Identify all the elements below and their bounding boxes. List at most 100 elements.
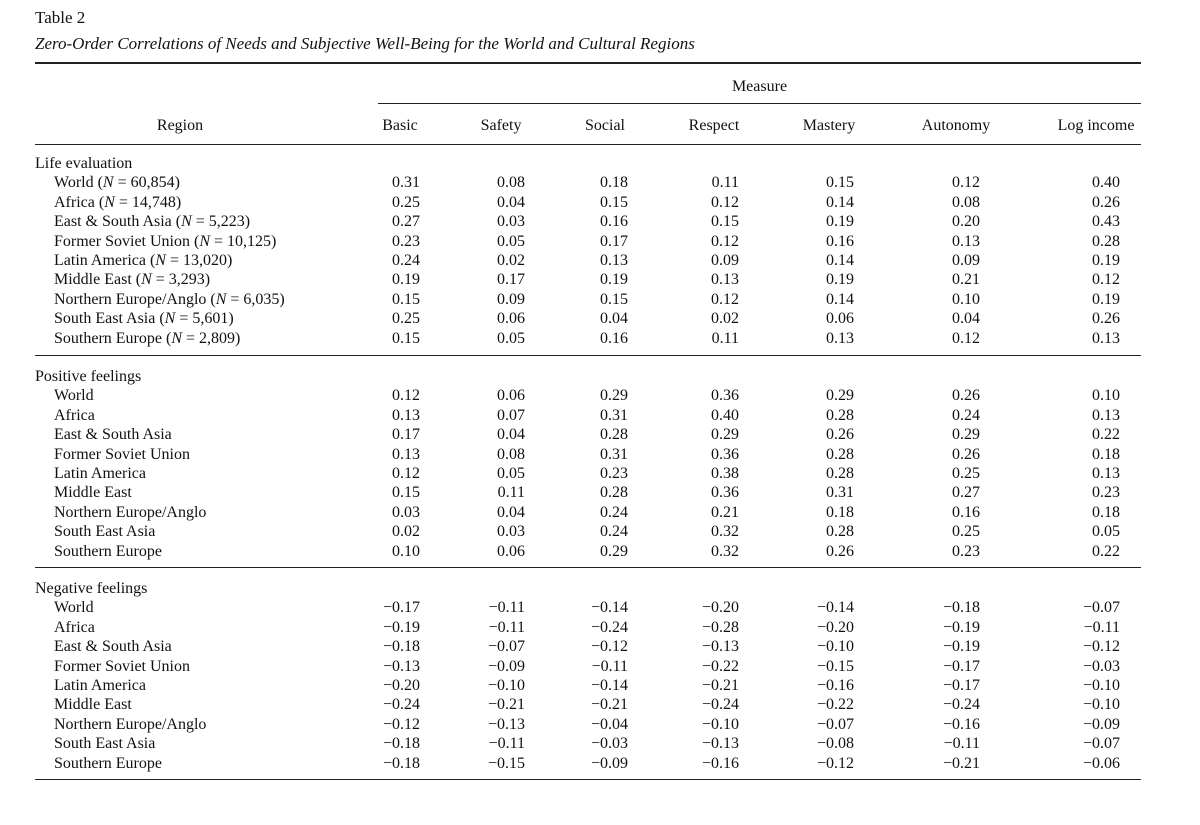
row-region-label: Middle East [54, 484, 132, 502]
table-cell: 0.02 [497, 252, 525, 269]
table-cell: 0.26 [826, 426, 854, 444]
table-cell: 0.16 [826, 232, 854, 250]
table-cell: 0.03 [497, 213, 525, 231]
row-region-label: Southern Europe (N = 2,809) [54, 329, 241, 347]
table-cell: −0.18 [382, 735, 420, 753]
table-cell: −0.07 [1082, 735, 1120, 753]
table-row: Former Soviet Union (N = 10,125) 0.23 0.05… [0, 233, 1200, 253]
table-cell: −0.19 [942, 618, 980, 636]
table-cell: −0.11 [488, 618, 525, 636]
section-title: Life evaluation [35, 155, 133, 172]
row-region-label: Former Soviet Union [54, 445, 190, 463]
table-cell: 0.14 [826, 290, 854, 308]
table-cell: 0.26 [1092, 310, 1120, 328]
measure-label: Measure [731, 78, 788, 95]
table-cell: −0.24 [382, 696, 420, 714]
column-header: Respect [688, 117, 740, 134]
table-cell: −0.19 [942, 638, 980, 656]
table-row: South East Asia −0.18 −0.11 −0.03 −0.13 −0.08… [0, 735, 1200, 755]
row-region-label: East & South Asia (N = 5,223) [54, 213, 251, 231]
table-cell: 0.07 [497, 406, 525, 424]
table-cell: −0.24 [942, 696, 980, 714]
table-cell: 0.31 [392, 174, 420, 192]
row-region-label: Northern Europe/Anglo [54, 503, 207, 521]
table-cell: 0.25 [952, 523, 980, 541]
column-header: Social [585, 117, 625, 134]
table-cell: −0.13 [701, 735, 739, 753]
table-cell: −0.22 [701, 657, 739, 675]
table-cell: −0.21 [942, 754, 980, 772]
table-cell: 0.15 [600, 290, 628, 308]
row-region-label: Southern Europe [54, 754, 162, 772]
table-cell: 0.32 [711, 523, 739, 541]
table-cell: −0.24 [590, 618, 628, 636]
row-region-label: East & South Asia [54, 426, 172, 444]
table-cell: −0.13 [701, 638, 739, 656]
row-region-label: Middle East (N = 3,293) [54, 271, 211, 289]
table-cell: 0.28 [826, 465, 854, 482]
table-cell: 0.17 [392, 426, 420, 444]
table-cell: 0.14 [826, 193, 854, 211]
table-cell: −0.06 [1082, 754, 1120, 772]
table-cell: 0.06 [826, 310, 854, 328]
table-cell: 0.09 [952, 252, 980, 269]
table-cell: 0.24 [600, 523, 628, 541]
table-cell: 0.13 [1092, 465, 1120, 482]
table-cell: −0.14 [816, 599, 854, 617]
table-cell: 0.23 [952, 542, 980, 560]
row-region-label: South East Asia [54, 523, 156, 541]
table-cell: 0.28 [826, 523, 854, 541]
section-divider [35, 567, 1141, 568]
table-row: Former Soviet Union −0.13 −0.09 −0.11 −0.22 −… [0, 658, 1200, 678]
table-cell: 0.14 [826, 252, 854, 269]
table-cell: 0.18 [1092, 445, 1120, 463]
table-cell: −0.19 [382, 618, 420, 636]
table-row: Northern Europe/Anglo −0.12 −0.13 −0.04 −0.1… [0, 716, 1200, 736]
table-cell: −0.09 [590, 754, 628, 772]
table-row: South East Asia 0.02 0.03 0.24 0.32 0.28 0.25 0… [0, 523, 1200, 543]
table-cell: −0.16 [816, 677, 854, 694]
table-cell: 0.02 [711, 310, 739, 328]
table-cell: 0.13 [952, 232, 980, 250]
table-cell: −0.28 [701, 618, 739, 636]
table-cell: 0.25 [392, 193, 420, 211]
table-cell: 0.22 [1092, 542, 1120, 560]
table-cell: −0.11 [488, 599, 525, 617]
table-cell: −0.18 [382, 638, 420, 656]
table-cell: 0.12 [952, 329, 980, 347]
table-cell: 0.09 [497, 290, 525, 308]
measure-rule [378, 103, 1141, 104]
table-cell: 0.16 [600, 213, 628, 231]
table-cell: −0.10 [701, 715, 739, 733]
table-cell: 0.15 [392, 329, 420, 347]
table-row: World 0.12 0.06 0.29 0.36 0.29 0.26 0.10 [0, 387, 1200, 407]
table-row: Latin America 0.12 0.05 0.23 0.38 0.28 0.25 0.1… [0, 465, 1200, 485]
table-cell: 0.19 [826, 271, 854, 289]
table-cell: 0.11 [497, 484, 525, 502]
table-row: Northern Europe/Anglo 0.03 0.04 0.24 0.21 0.1… [0, 504, 1200, 524]
table-cell: 0.28 [826, 406, 854, 424]
table-cell: 0.15 [392, 290, 420, 308]
header-rule [35, 144, 1141, 145]
table-cell: −0.07 [816, 715, 854, 733]
table-cell: 0.29 [952, 426, 980, 444]
table-label: Table 2 [35, 8, 86, 27]
table-cell: 0.19 [826, 213, 854, 231]
row-region-label: Southern Europe [54, 542, 162, 560]
row-region-label: World (N = 60,854) [54, 174, 180, 192]
table-cell: 0.06 [497, 387, 525, 405]
table-cell: 0.43 [1092, 213, 1120, 231]
row-region-label: Middle East [54, 696, 132, 714]
table-row: East & South Asia −0.18 −0.07 −0.12 −0.13 −0.… [0, 638, 1200, 658]
table-cell: 0.29 [600, 387, 628, 405]
section-title: Negative feelings [35, 580, 148, 597]
table-cell: −0.12 [816, 754, 854, 772]
table-cell: −0.09 [487, 657, 525, 675]
table-cell: −0.10 [1082, 677, 1120, 694]
table-cell: −0.21 [590, 696, 628, 714]
table-cell: −0.17 [942, 657, 980, 675]
table-row: East & South Asia 0.17 0.04 0.28 0.29 0.26 0.2… [0, 426, 1200, 446]
row-region-label: South East Asia [54, 735, 156, 753]
table-cell: −0.13 [382, 657, 420, 675]
table-cell: 0.26 [1092, 193, 1120, 211]
